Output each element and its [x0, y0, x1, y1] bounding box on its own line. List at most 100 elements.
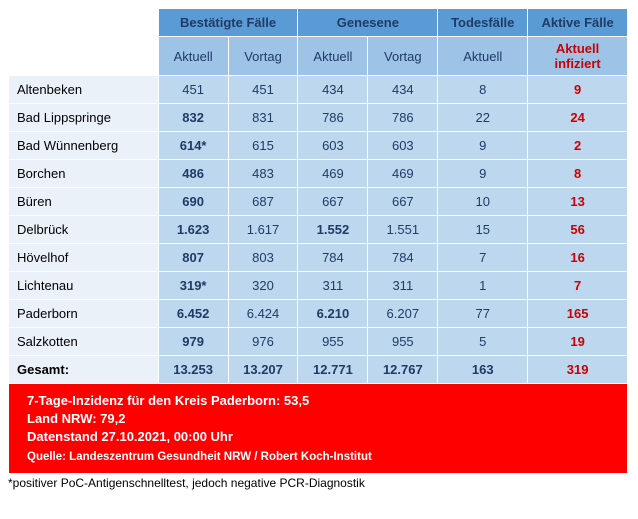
info-incidence-state: Land NRW: 79,2	[27, 410, 617, 428]
footnote: *positiver PoC-Antigenschnelltest, jedoc…	[8, 474, 628, 490]
cell-confirmed-prev: 976	[228, 328, 298, 356]
table-row: Büren6906876676671013	[9, 188, 628, 216]
table-row: Borchen48648346946998	[9, 160, 628, 188]
header-recovered: Genesene	[298, 9, 438, 37]
row-label: Borchen	[9, 160, 159, 188]
cell-confirmed-prev: 483	[228, 160, 298, 188]
table-body: Altenbeken45145143443489Bad Lippspringe8…	[9, 76, 628, 384]
cell-confirmed-current: 832	[158, 104, 228, 132]
cell-recovered-current: 603	[298, 132, 368, 160]
info-source: Quelle: Landeszentrum Gesundheit NRW / R…	[27, 449, 617, 465]
table-row-total: Gesamt:13.25313.20712.77112.767163319	[9, 356, 628, 384]
row-label: Bad Lippspringe	[9, 104, 159, 132]
cell-confirmed-prev: 615	[228, 132, 298, 160]
cell-confirmed-current: 6.452	[158, 300, 228, 328]
subheader-deaths-current: Aktuell	[438, 37, 528, 76]
table-row: Salzkotten979976955955519	[9, 328, 628, 356]
cell-deaths: 1	[438, 272, 528, 300]
subheader-confirmed-current: Aktuell	[158, 37, 228, 76]
cell-confirmed-current: 1.623	[158, 216, 228, 244]
cell-recovered-prev: 603	[368, 132, 438, 160]
cell-recovered-current: 469	[298, 160, 368, 188]
cell-recovered-current-total: 12.771	[298, 356, 368, 384]
covid-table: Bestätigte Fälle Genesene Todesfälle Akt…	[8, 8, 628, 384]
row-label: Büren	[9, 188, 159, 216]
header-confirmed: Bestätigte Fälle	[158, 9, 298, 37]
subheader-recovered-prev: Vortag	[368, 37, 438, 76]
cell-recovered-current: 667	[298, 188, 368, 216]
cell-recovered-current: 955	[298, 328, 368, 356]
row-label: Paderborn	[9, 300, 159, 328]
table-row: Altenbeken45145143443489	[9, 76, 628, 104]
cell-confirmed-current: 979	[158, 328, 228, 356]
table-row: Lichtenau319*32031131117	[9, 272, 628, 300]
cell-deaths: 77	[438, 300, 528, 328]
group-header-row: Bestätigte Fälle Genesene Todesfälle Akt…	[9, 9, 628, 37]
row-label: Bad Wünnenberg	[9, 132, 159, 160]
cell-confirmed-current-total: 13.253	[158, 356, 228, 384]
cell-active: 13	[528, 188, 628, 216]
table-row: Bad Lippspringe8328317867862224	[9, 104, 628, 132]
row-label: Hövelhof	[9, 244, 159, 272]
row-label: Lichtenau	[9, 272, 159, 300]
cell-active: 165	[528, 300, 628, 328]
header-deaths: Todesfälle	[438, 9, 528, 37]
info-box: 7-Tage-Inzidenz für den Kreis Paderborn:…	[8, 384, 628, 474]
cell-recovered-current: 784	[298, 244, 368, 272]
cell-deaths: 22	[438, 104, 528, 132]
info-incidence-district: 7-Tage-Inzidenz für den Kreis Paderborn:…	[27, 392, 617, 410]
cell-active: 16	[528, 244, 628, 272]
table-row: Hövelhof807803784784716	[9, 244, 628, 272]
cell-confirmed-current: 690	[158, 188, 228, 216]
cell-confirmed-prev: 831	[228, 104, 298, 132]
cell-recovered-prev: 955	[368, 328, 438, 356]
cell-active: 8	[528, 160, 628, 188]
cell-recovered-prev: 667	[368, 188, 438, 216]
cell-recovered-prev: 6.207	[368, 300, 438, 328]
table-row: Delbrück1.6231.6171.5521.5511556	[9, 216, 628, 244]
cell-confirmed-prev: 687	[228, 188, 298, 216]
cell-recovered-current: 434	[298, 76, 368, 104]
cell-confirmed-current: 319*	[158, 272, 228, 300]
cell-recovered-prev: 311	[368, 272, 438, 300]
cell-deaths-total: 163	[438, 356, 528, 384]
cell-deaths: 15	[438, 216, 528, 244]
cell-active: 7	[528, 272, 628, 300]
cell-recovered-prev: 784	[368, 244, 438, 272]
corner-blank	[9, 9, 159, 76]
cell-recovered-prev: 1.551	[368, 216, 438, 244]
cell-active: 24	[528, 104, 628, 132]
cell-active-total: 319	[528, 356, 628, 384]
cell-recovered-prev: 434	[368, 76, 438, 104]
cell-confirmed-current: 486	[158, 160, 228, 188]
cell-deaths: 8	[438, 76, 528, 104]
table-row: Paderborn6.4526.4246.2106.20777165	[9, 300, 628, 328]
cell-deaths: 10	[438, 188, 528, 216]
cell-confirmed-prev: 320	[228, 272, 298, 300]
cell-confirmed-prev: 6.424	[228, 300, 298, 328]
cell-recovered-current: 311	[298, 272, 368, 300]
row-label: Altenbeken	[9, 76, 159, 104]
subheader-confirmed-prev: Vortag	[228, 37, 298, 76]
subheader-active-infected: Aktuell infiziert	[528, 37, 628, 76]
cell-recovered-current: 786	[298, 104, 368, 132]
cell-confirmed-prev-total: 13.207	[228, 356, 298, 384]
cell-confirmed-prev: 1.617	[228, 216, 298, 244]
cell-active: 56	[528, 216, 628, 244]
cell-recovered-prev: 469	[368, 160, 438, 188]
subheader-recovered-current: Aktuell	[298, 37, 368, 76]
cell-confirmed-current: 451	[158, 76, 228, 104]
cell-recovered-prev: 786	[368, 104, 438, 132]
row-label: Salzkotten	[9, 328, 159, 356]
cell-recovered-current: 6.210	[298, 300, 368, 328]
cell-deaths: 9	[438, 160, 528, 188]
cell-active: 19	[528, 328, 628, 356]
cell-active: 9	[528, 76, 628, 104]
info-timestamp: Datenstand 27.10.2021, 00:00 Uhr	[27, 428, 617, 446]
cell-confirmed-prev: 451	[228, 76, 298, 104]
row-label: Delbrück	[9, 216, 159, 244]
cell-deaths: 5	[438, 328, 528, 356]
cell-confirmed-current: 807	[158, 244, 228, 272]
cell-recovered-current: 1.552	[298, 216, 368, 244]
header-active: Aktive Fälle	[528, 9, 628, 37]
